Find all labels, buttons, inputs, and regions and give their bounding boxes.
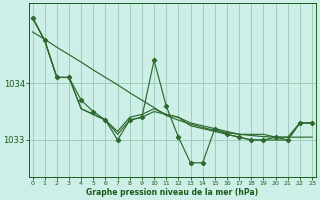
X-axis label: Graphe pression niveau de la mer (hPa): Graphe pression niveau de la mer (hPa) <box>86 188 258 197</box>
